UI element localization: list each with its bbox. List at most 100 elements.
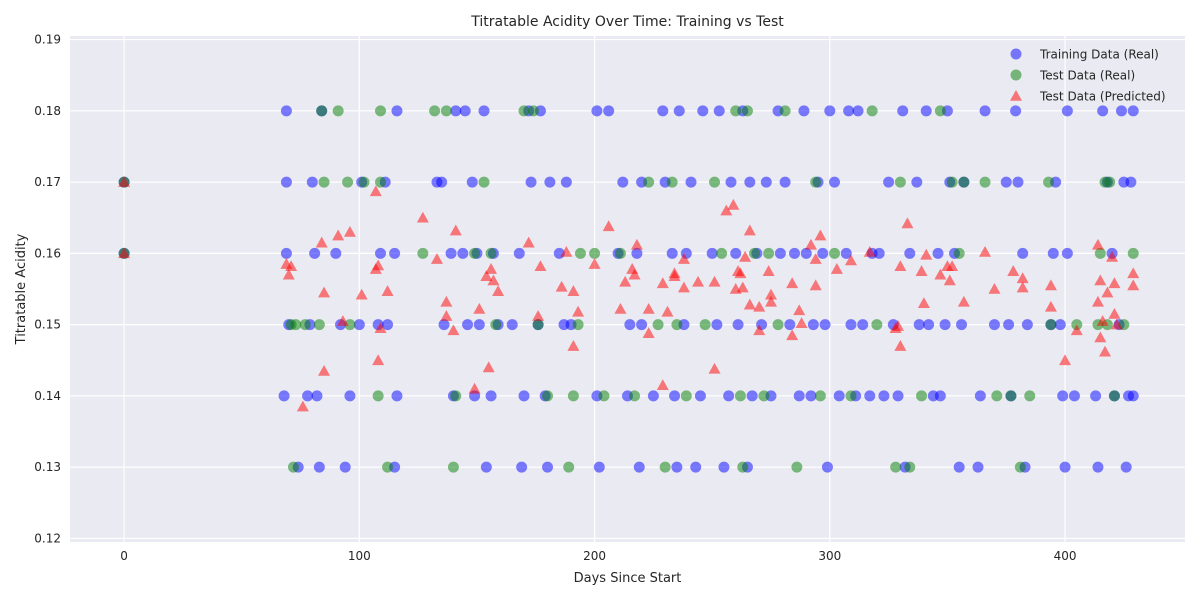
training-point bbox=[391, 390, 403, 402]
test-point bbox=[614, 247, 626, 259]
training-point bbox=[516, 461, 528, 473]
predicted-point bbox=[560, 245, 573, 257]
predicted-point bbox=[285, 260, 298, 271]
test-point bbox=[1043, 176, 1055, 188]
predicted-point bbox=[1099, 345, 1112, 357]
predicted-point bbox=[318, 364, 331, 376]
predicted-point bbox=[1007, 265, 1020, 276]
training-point bbox=[723, 390, 735, 402]
test-point bbox=[734, 390, 746, 402]
x-tick-label: 200 bbox=[583, 549, 606, 563]
predicted-point bbox=[602, 220, 615, 232]
predicted-point bbox=[844, 254, 857, 266]
test-point bbox=[666, 176, 678, 188]
training-point bbox=[824, 105, 836, 117]
predicted-point bbox=[440, 310, 453, 321]
predicted-point bbox=[355, 288, 368, 300]
predicted-point bbox=[764, 295, 777, 307]
predicted-point bbox=[480, 270, 493, 281]
predicted-point bbox=[619, 275, 632, 287]
test-point bbox=[382, 461, 394, 473]
predicted-point bbox=[762, 265, 775, 276]
test-point bbox=[652, 319, 664, 331]
test-point bbox=[490, 319, 502, 331]
training-point bbox=[1127, 390, 1139, 402]
data-points bbox=[118, 105, 1140, 473]
training-point bbox=[913, 319, 925, 331]
y-tick-label: 0.17 bbox=[34, 175, 61, 189]
test-point bbox=[716, 247, 728, 259]
test-point bbox=[1014, 461, 1026, 473]
training-point bbox=[1127, 105, 1139, 117]
test-point bbox=[958, 176, 970, 188]
legend-marker-triangle bbox=[1010, 90, 1022, 101]
training-point bbox=[436, 176, 448, 188]
x-tick-label: 100 bbox=[348, 549, 371, 563]
training-point bbox=[544, 176, 556, 188]
training-point bbox=[1054, 319, 1066, 331]
predicted-point bbox=[734, 267, 747, 279]
predicted-point bbox=[614, 302, 627, 314]
test-point bbox=[574, 247, 586, 259]
training-point bbox=[1000, 176, 1012, 188]
training-point bbox=[713, 105, 725, 117]
training-point bbox=[864, 390, 876, 402]
predicted-point bbox=[764, 288, 777, 300]
test-point bbox=[1094, 247, 1106, 259]
predicted-point bbox=[1094, 331, 1107, 343]
predicted-point bbox=[296, 400, 309, 412]
predicted-point bbox=[1044, 279, 1057, 291]
training-point bbox=[904, 247, 916, 259]
test-point bbox=[866, 105, 878, 117]
training-point bbox=[330, 247, 342, 259]
test-point bbox=[469, 247, 481, 259]
test-point bbox=[598, 390, 610, 402]
predicted-point bbox=[336, 315, 349, 326]
predicted-point bbox=[588, 258, 601, 269]
predicted-point bbox=[743, 298, 756, 310]
training-point bbox=[485, 390, 497, 402]
predicted-point bbox=[677, 253, 690, 264]
predicted-point bbox=[532, 310, 545, 321]
x-tick-label: 300 bbox=[818, 549, 841, 563]
training-point bbox=[897, 105, 909, 117]
test-point bbox=[916, 390, 928, 402]
training-point bbox=[480, 461, 492, 473]
training-point bbox=[603, 105, 615, 117]
y-tick-label: 0.12 bbox=[34, 531, 61, 545]
test-point bbox=[1127, 247, 1139, 259]
training-point bbox=[375, 247, 387, 259]
training-point bbox=[280, 247, 292, 259]
training-point bbox=[309, 247, 321, 259]
predicted-point bbox=[1108, 277, 1121, 289]
legend: Training Data (Real) Test Data (Real) Test… bbox=[1010, 48, 1166, 104]
y-tick-label: 0.16 bbox=[34, 246, 61, 260]
training-point bbox=[817, 247, 829, 259]
predicted-point bbox=[332, 229, 345, 241]
training-point bbox=[956, 319, 968, 331]
test-point bbox=[979, 176, 991, 188]
training-point bbox=[457, 247, 469, 259]
training-point bbox=[313, 461, 325, 473]
predicted-point bbox=[315, 236, 328, 248]
x-axis-label: Days Since Start bbox=[574, 571, 682, 586]
predicted-point bbox=[1070, 324, 1083, 336]
predicted-point bbox=[943, 274, 956, 286]
predicted-point bbox=[416, 211, 429, 223]
predicted-point bbox=[957, 295, 970, 307]
training-point bbox=[1061, 247, 1073, 259]
training-point bbox=[779, 176, 791, 188]
training-point bbox=[673, 105, 685, 117]
training-point bbox=[542, 461, 554, 473]
test-point bbox=[699, 319, 711, 331]
predicted-point bbox=[708, 362, 721, 374]
test-point bbox=[741, 105, 753, 117]
predicted-point bbox=[447, 324, 460, 336]
predicted-point bbox=[720, 204, 733, 216]
predicted-point bbox=[567, 340, 580, 351]
predicted-point bbox=[1044, 300, 1057, 312]
training-point bbox=[807, 319, 819, 331]
legend-label: Training Data (Real) bbox=[1039, 48, 1159, 62]
training-point bbox=[873, 247, 885, 259]
predicted-point bbox=[282, 268, 295, 280]
